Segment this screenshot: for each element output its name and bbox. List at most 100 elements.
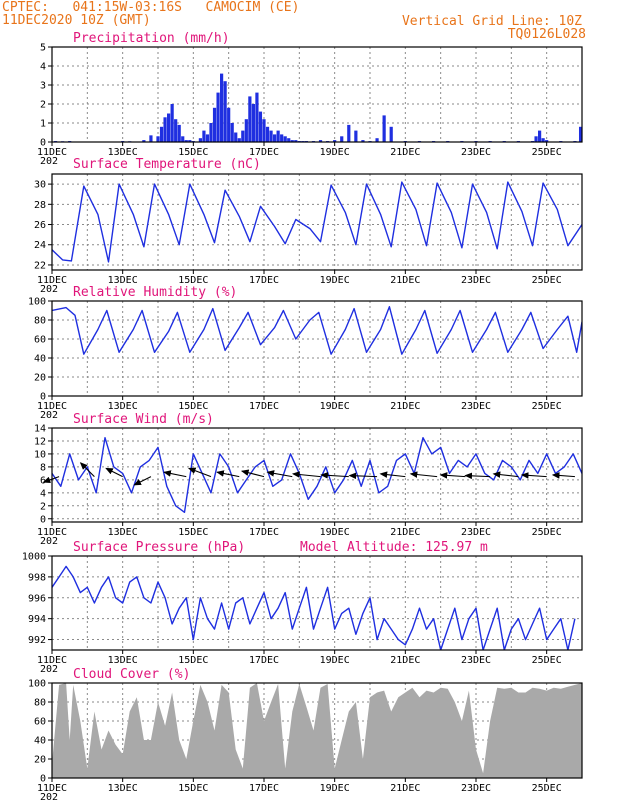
precip-bar (202, 130, 206, 142)
x-tick-label: 15DEC (178, 527, 208, 538)
precip-bar (276, 130, 280, 142)
header: CPTEC: 041:15W-03:16S CAMOCIM (CE) 11DEC… (0, 0, 618, 46)
precip-bar (361, 140, 365, 142)
wind-vector (551, 472, 575, 479)
panel-title: Surface Temperature (nC) (73, 157, 261, 172)
x-tick-label: 21DEC (390, 655, 420, 666)
precip-bar (389, 126, 393, 142)
x-tick-label: 11DEC (37, 275, 67, 286)
y-tick-label: 40 (34, 354, 46, 365)
y-tick-label: 20 (34, 373, 46, 384)
x-tick-label: 13DEC (108, 401, 138, 412)
y-tick-label: 998 (28, 572, 46, 583)
model-code: TQ0126L028 (507, 27, 586, 42)
x-tick-label: 13DEC (108, 527, 138, 538)
x-year-fragment: 202 (40, 156, 58, 167)
x-tick-label: 13DEC (108, 147, 138, 158)
precip-bar (347, 124, 351, 142)
precip-bar (382, 115, 386, 142)
precip-bar (333, 140, 337, 142)
x-tick-label: 19DEC (320, 401, 350, 412)
y-tick-label: 992 (28, 635, 46, 646)
y-tick-label: 0 (40, 514, 46, 525)
plot-frame (51, 46, 583, 143)
y-tick-label: 8 (40, 462, 46, 473)
x-tick-label: 25DEC (532, 275, 562, 286)
x-tick-label: 25DEC (532, 527, 562, 538)
x-tick-label: 15DEC (178, 783, 208, 794)
x-tick-label: 23DEC (461, 655, 491, 666)
precip-bar (262, 119, 266, 142)
panel-6: 0 20 40 60 80 100 11DEC 13DEC 15DEC 17DEC 19DEC 21D… (28, 667, 583, 800)
wind-vector (266, 470, 293, 478)
precip-bar (280, 134, 284, 142)
y-tick-label: 0 (40, 392, 46, 403)
wind-vector (105, 467, 123, 478)
x-tick-label: 23DEC (461, 401, 491, 412)
y-tick-label: 80 (34, 316, 46, 327)
precip-bar (234, 132, 238, 142)
y-tick-label: 22 (34, 260, 46, 271)
x-tick-label: 17DEC (249, 655, 279, 666)
x-tick-label: 23DEC (461, 527, 491, 538)
precip-bar (184, 140, 188, 142)
wind-vector (133, 476, 152, 486)
precip-bar (538, 130, 542, 142)
precip-bar (318, 140, 323, 142)
y-tick-label: 14 (34, 424, 46, 435)
y-tick-label: 40 (34, 736, 46, 747)
plot-frame (51, 427, 583, 523)
y-tick-label: 3 (40, 81, 46, 92)
run-datetime: 11DEC2020 10Z (GMT) (2, 13, 151, 28)
x-tick-label: 17DEC (249, 275, 279, 286)
x-tick-label: 11DEC (37, 655, 67, 666)
series-layer (52, 683, 582, 778)
y-tick-label: 20 (34, 755, 46, 766)
model-altitude: Model Altitude: 125.97 m (300, 540, 488, 555)
x-tick-label: 25DEC (532, 655, 562, 666)
x-tick-label: 15DEC (178, 275, 208, 286)
y-tick-label: 100 (28, 297, 46, 308)
wind-vector (187, 467, 212, 478)
series-line (52, 437, 582, 513)
y-tick-label: 60 (34, 717, 46, 728)
precip-bar (156, 136, 160, 142)
x-tick-label: 13DEC (108, 655, 138, 666)
series-layer (52, 181, 582, 263)
series-layer (52, 306, 582, 355)
plot-frame (51, 682, 583, 779)
precip-bar (545, 140, 549, 142)
x-tick-label: 23DEC (461, 783, 491, 794)
panel-5: 992 994 996 998 1000 11DEC 13DEC 15DEC 17DEC 19DE… (22, 540, 583, 675)
y-tick-label: 30 (34, 180, 46, 191)
x-tick-label: 19DEC (320, 275, 350, 286)
precip-bar (237, 138, 241, 142)
x-tick-label: 19DEC (320, 147, 350, 158)
panel-title: Cloud Cover (%) (73, 667, 190, 682)
precip-bar (283, 136, 287, 142)
x-tick-label: 11DEC (37, 527, 67, 538)
precip-bar (227, 107, 231, 142)
x-tick-label: 21DEC (390, 527, 420, 538)
series-line (52, 306, 582, 355)
x-tick-label: 11DEC (37, 147, 67, 158)
plot-frame (51, 300, 583, 397)
precip-bar (251, 104, 255, 142)
wind-vector (291, 471, 321, 478)
wind-vector (492, 471, 519, 478)
precip-bar (223, 81, 227, 142)
panel-title: Relative Humidity (%) (73, 285, 237, 300)
x-tick-label: 13DEC (108, 275, 138, 286)
cloud-cover-area (52, 683, 582, 778)
precip-bar (212, 107, 217, 142)
precip-bar (340, 136, 344, 142)
y-tick-label: 0 (40, 774, 46, 785)
precip-bar (149, 135, 153, 142)
panel-title: Surface Wind (m/s) (73, 412, 214, 427)
panel-title: Precipitation (mm/h) (73, 31, 230, 46)
precip-bar (265, 126, 270, 142)
precip-bar (205, 134, 210, 142)
x-tick-label: 21DEC (390, 147, 420, 158)
series-line (52, 181, 582, 263)
